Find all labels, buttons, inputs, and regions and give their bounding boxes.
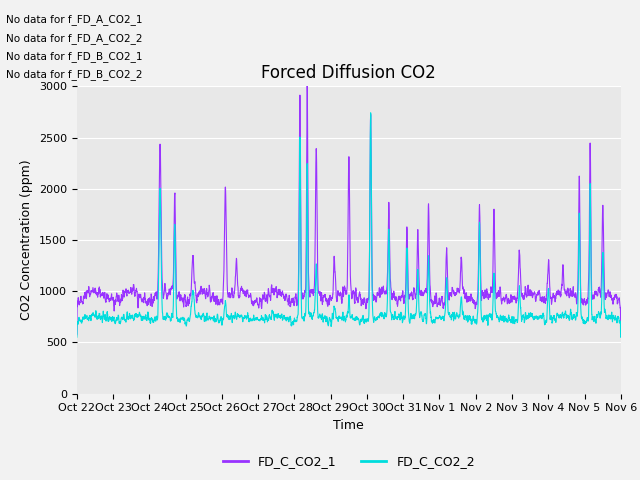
FD_C_CO2_1 (73, 331, 81, 337)
FD_C_CO2_2 (135, 312, 143, 318)
Text: No data for f_FD_A_CO2_2: No data for f_FD_A_CO2_2 (6, 33, 143, 44)
Line: FD_C_CO2_1: FD_C_CO2_1 (77, 81, 621, 334)
FD_C_CO2_1 (617, 331, 625, 337)
FD_C_CO2_2 (73, 335, 81, 340)
FD_C_CO2_1 (303, 78, 311, 84)
Y-axis label: CO2 Concentration (ppm): CO2 Concentration (ppm) (20, 160, 33, 320)
FD_C_CO2_2 (548, 314, 556, 320)
FD_C_CO2_1 (167, 287, 175, 292)
FD_C_CO2_1 (305, 288, 313, 294)
FD_C_CO2_2 (367, 110, 374, 116)
FD_C_CO2_1 (135, 292, 143, 298)
FD_C_CO2_2 (607, 313, 614, 319)
Text: No data for f_FD_B_CO2_1: No data for f_FD_B_CO2_1 (6, 51, 143, 62)
Line: FD_C_CO2_2: FD_C_CO2_2 (77, 113, 621, 337)
FD_C_CO2_2 (282, 315, 289, 321)
FD_C_CO2_2 (167, 318, 175, 324)
X-axis label: Time: Time (333, 419, 364, 432)
Text: No data for f_FD_A_CO2_1: No data for f_FD_A_CO2_1 (6, 14, 143, 25)
FD_C_CO2_1 (282, 295, 289, 301)
Text: No data for f_FD_B_CO2_2: No data for f_FD_B_CO2_2 (6, 69, 143, 80)
FD_C_CO2_2 (305, 311, 313, 317)
FD_C_CO2_1 (548, 300, 556, 306)
FD_C_CO2_1 (607, 292, 614, 298)
FD_C_CO2_2 (617, 335, 625, 340)
Legend: FD_C_CO2_1, FD_C_CO2_2: FD_C_CO2_1, FD_C_CO2_2 (218, 450, 480, 473)
Title: Forced Diffusion CO2: Forced Diffusion CO2 (261, 64, 436, 82)
